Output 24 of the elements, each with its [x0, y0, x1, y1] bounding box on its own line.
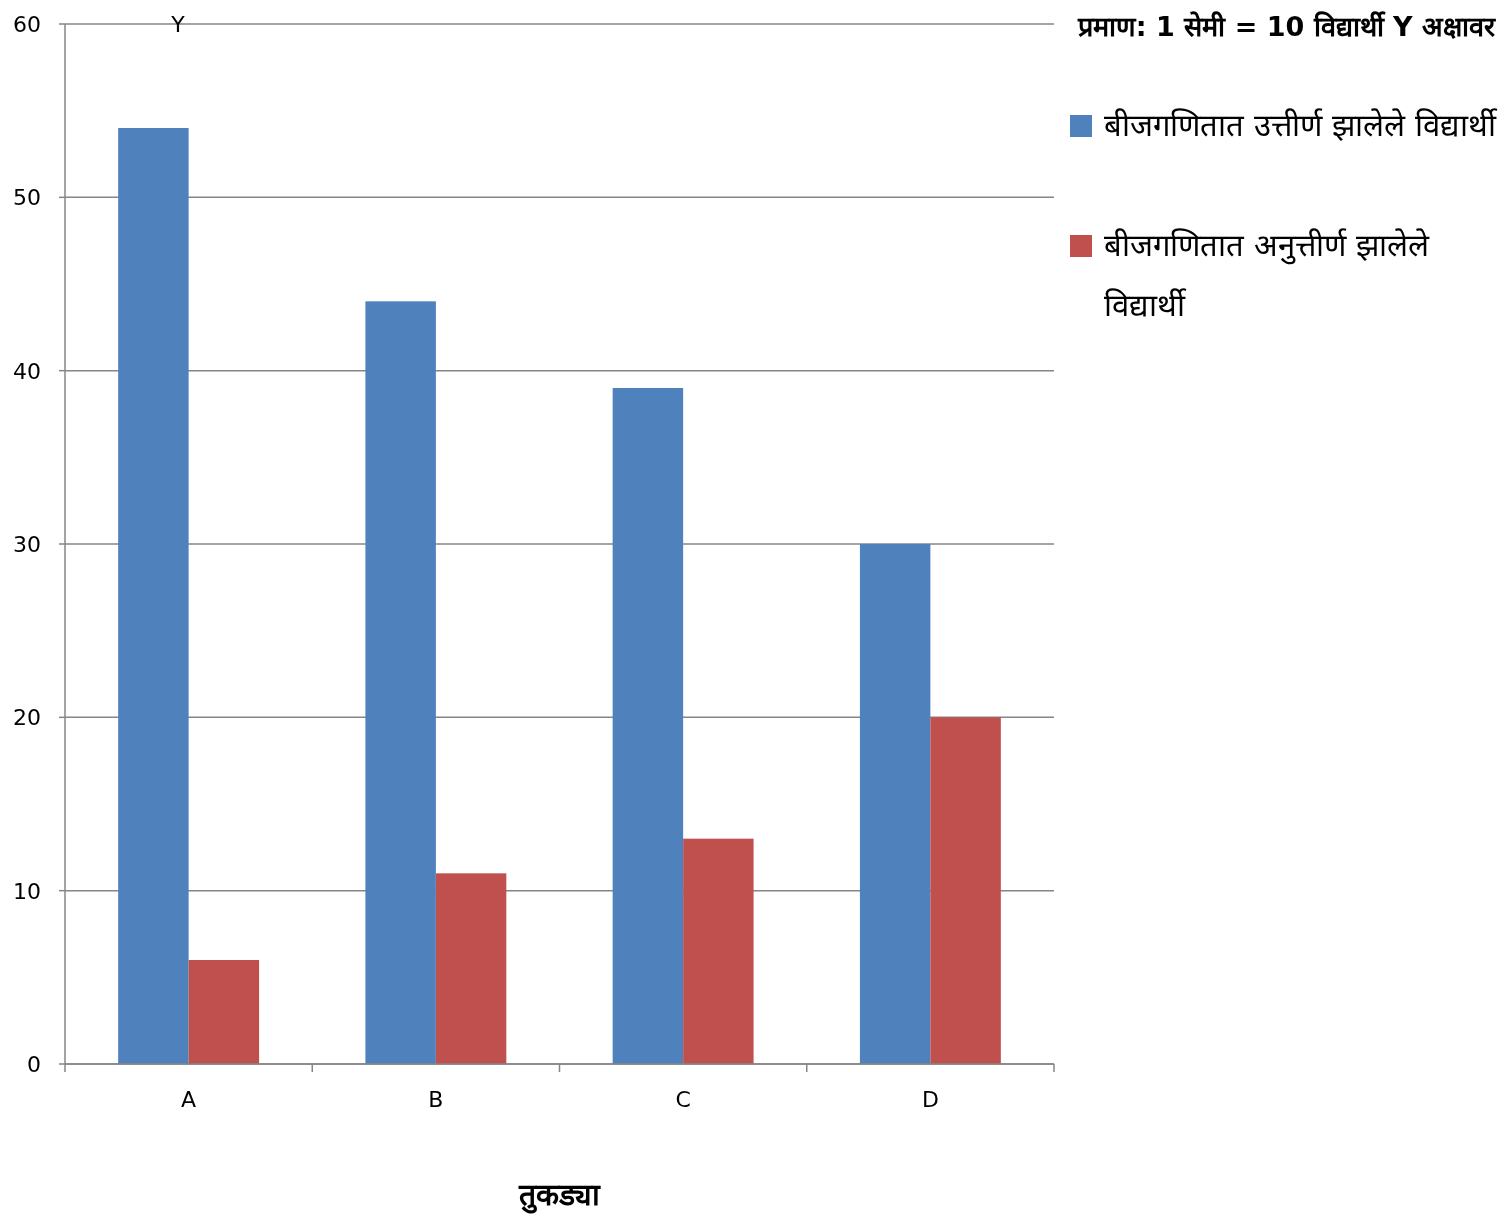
x-tick-label: D	[921, 1087, 939, 1112]
y-tick-label: 10	[13, 878, 41, 904]
bar	[435, 873, 507, 1064]
y-tick-label: 40	[13, 358, 41, 384]
x-axis-title: तुकड्या	[518, 1177, 601, 1214]
bar	[683, 838, 754, 1064]
y-tick-label: 30	[13, 532, 41, 557]
text: प्रमाण: 1 सेमी = 10 विद्यार्थी Y अक्षावर	[1076, 11, 1496, 42]
y-tick-label: 60	[13, 12, 41, 37]
x-tick-label: C	[675, 1087, 691, 1112]
x-tick-label: B	[428, 1087, 444, 1112]
y-axis-title: Y	[170, 12, 186, 37]
y-tick-label: 50	[13, 185, 41, 211]
bar	[118, 128, 189, 1064]
bar	[859, 544, 931, 1064]
y-tick-label: 20	[13, 705, 41, 731]
legend-label: बीजगणितात उत्तीर्ण झालेले विद्यार्थी	[1104, 106, 1498, 145]
legend-label: बीजगणितात अनुत्तीर्ण झालेले विद्यार्थी	[1104, 226, 1431, 325]
bar	[365, 301, 436, 1064]
bar	[612, 388, 684, 1064]
bar	[188, 960, 260, 1064]
bar	[930, 717, 1001, 1064]
x-tick-label: A	[181, 1087, 197, 1112]
y-tick-label: 0	[27, 1052, 41, 1077]
